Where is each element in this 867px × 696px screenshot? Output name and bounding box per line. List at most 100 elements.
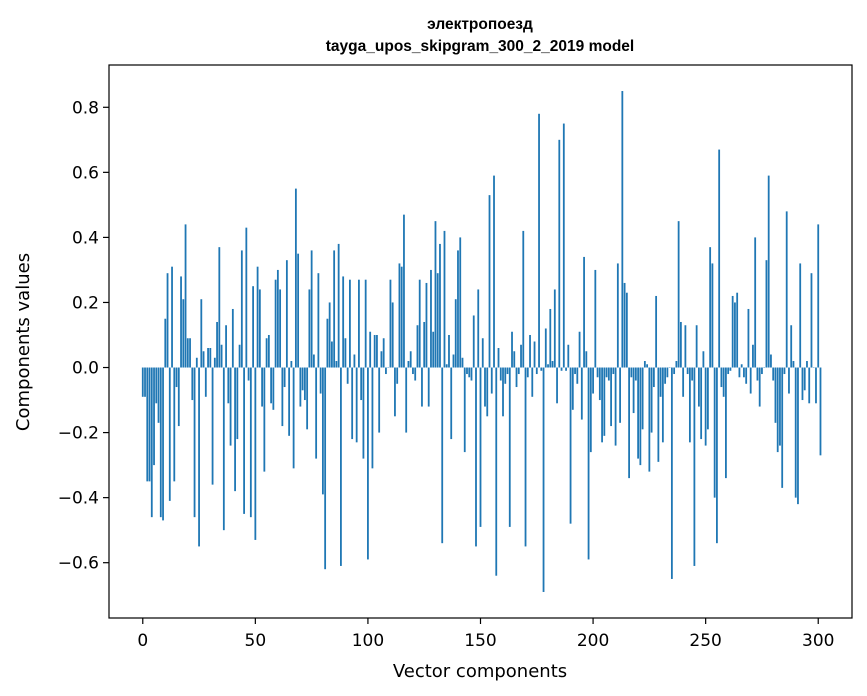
bar-128	[430, 269, 432, 368]
bar-197	[585, 351, 588, 368]
bar-216	[628, 367, 630, 479]
bar-202	[596, 367, 599, 378]
bar-133	[441, 367, 444, 544]
bar-160	[502, 367, 504, 417]
bar-278	[767, 175, 770, 368]
bar-172	[529, 334, 531, 368]
bar-29	[207, 348, 209, 368]
bar-81	[324, 367, 327, 570]
bar-204	[601, 367, 603, 443]
bar-284	[781, 367, 784, 488]
bar-140	[457, 250, 459, 368]
bar-115	[400, 266, 403, 368]
bar-235	[670, 367, 673, 579]
bar-248	[700, 367, 703, 440]
bar-161	[504, 367, 507, 384]
bar-111	[391, 302, 394, 368]
bar-243	[688, 367, 691, 443]
bar-31	[211, 367, 214, 485]
bar-219	[634, 367, 637, 381]
bar-27	[202, 351, 205, 368]
bar-201	[594, 269, 597, 368]
x-tick-label-300: 300	[802, 631, 834, 651]
bar-214	[623, 282, 626, 368]
bar-99	[364, 279, 367, 368]
bar-15	[175, 367, 178, 388]
bar-169	[522, 230, 525, 368]
bar-199	[589, 367, 592, 453]
bar-286	[785, 211, 788, 368]
bar-112	[394, 367, 396, 417]
bar-232	[664, 367, 667, 384]
bar-190	[569, 367, 572, 524]
bar-108	[385, 367, 387, 375]
bar-66	[290, 361, 293, 368]
chart-subtitle: tayga_upos_skipgram_300_2_2019 model	[326, 38, 634, 55]
bar-86	[335, 361, 338, 368]
bar-11	[166, 273, 169, 368]
bar-206	[605, 367, 608, 378]
bar-186	[560, 367, 563, 371]
bar-228	[655, 295, 658, 368]
bar-198	[587, 367, 590, 560]
bar-168	[520, 344, 522, 368]
bar-92	[349, 279, 351, 368]
bar-159	[499, 367, 502, 381]
bar-289	[792, 361, 795, 368]
bar-222	[641, 367, 644, 430]
bar-290	[794, 367, 797, 498]
bar-181	[549, 308, 552, 368]
bar-12	[168, 367, 171, 501]
bar-121	[414, 367, 417, 381]
bar-244	[691, 367, 694, 381]
bar-157	[495, 367, 498, 576]
bar-205	[603, 367, 606, 436]
bar-82	[326, 318, 329, 368]
bar-249	[702, 351, 705, 368]
y-tick-label-3: 0.0	[72, 359, 99, 379]
bar-267	[743, 367, 745, 378]
bar-106	[380, 351, 383, 368]
bar-57	[270, 367, 273, 404]
bar-4	[150, 367, 153, 518]
bar-78	[317, 273, 320, 368]
bar-179	[544, 328, 547, 368]
bar-104	[376, 334, 378, 368]
bar-120	[412, 367, 414, 375]
bar-211	[616, 263, 619, 368]
bar-279	[770, 354, 772, 368]
bar-146	[470, 367, 473, 381]
bar-292	[799, 263, 802, 368]
bar-0	[141, 367, 144, 397]
bar-277	[765, 260, 768, 368]
bar-119	[409, 351, 412, 368]
y-tick-label-0: −0.6	[58, 554, 99, 574]
bar-250	[704, 367, 707, 446]
bar-299	[815, 367, 817, 404]
bar-70	[299, 367, 302, 407]
bar-16	[177, 367, 180, 427]
bar-262	[731, 295, 734, 368]
bar-130	[434, 221, 437, 368]
bar-101	[369, 331, 372, 368]
bar-149	[477, 289, 480, 368]
bar-47	[247, 367, 250, 381]
bar-137	[450, 367, 453, 440]
bar-223	[643, 361, 646, 368]
bar-227	[652, 367, 655, 388]
bar-152	[484, 367, 486, 407]
bar-100	[367, 367, 369, 560]
x-axis-label: Vector components	[393, 661, 567, 682]
bar-23	[193, 367, 196, 518]
bar-113	[396, 367, 399, 384]
bar-43	[238, 344, 241, 368]
bar-10	[164, 318, 167, 368]
bar-72	[303, 367, 306, 401]
bar-93	[351, 367, 354, 440]
bar-256	[718, 149, 721, 368]
bar-193	[576, 367, 579, 384]
bar-6	[155, 367, 158, 404]
bar-85	[333, 250, 336, 368]
bar-229	[657, 367, 660, 462]
